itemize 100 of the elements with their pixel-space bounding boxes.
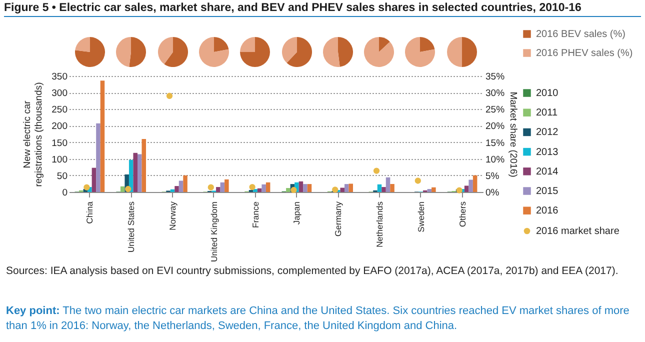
bar (92, 168, 96, 192)
legend-label: 2016 (536, 206, 559, 217)
legend-label: 2014 (536, 166, 559, 178)
pie-slice (214, 37, 229, 52)
bar (216, 187, 220, 192)
y-tick-label: 50 (56, 170, 68, 182)
bar (344, 184, 349, 192)
pie-slice (75, 37, 90, 52)
point (125, 186, 132, 192)
y2-tick-label: 30% (486, 88, 506, 100)
bar (174, 186, 179, 192)
bar (220, 182, 225, 192)
bar (224, 179, 229, 192)
bar (382, 187, 386, 192)
x-tick-label: Netherlands (374, 202, 384, 248)
pie-slice (364, 37, 394, 67)
bar (183, 175, 188, 192)
bar (472, 175, 478, 192)
y-tick-label: 200 (52, 121, 68, 132)
y-tick-label: 100 (52, 154, 68, 166)
pie-slice (338, 37, 353, 67)
bar (464, 186, 469, 192)
bar (340, 188, 344, 192)
pie-slice (240, 37, 256, 52)
bar (100, 80, 105, 192)
pie-slice (116, 37, 132, 67)
legend-label: 2010 (536, 88, 559, 99)
point (84, 184, 90, 190)
legend-label: 2015 (536, 186, 559, 197)
bar (137, 154, 142, 192)
bar (427, 189, 432, 192)
bar (298, 181, 304, 192)
pie-slice (462, 37, 477, 67)
bar (142, 138, 146, 192)
bar (96, 123, 100, 192)
x-tick-label: Others (457, 202, 468, 228)
text: Key point: The two main electric car markets are China and the United States. Six countries reached EV market shares of more than 1% in 2016: Norway, the Netherlands, Sweden, France, the United Kingdom and China. (6, 304, 630, 334)
legend-label: 2011 (536, 108, 558, 119)
x-tick-label: United Kingdom (208, 202, 219, 262)
point (332, 186, 338, 193)
y-tick-label: 0 (62, 188, 68, 198)
bar (120, 186, 125, 192)
y2-tick-label: 25% (486, 104, 506, 116)
pie-slice (405, 37, 436, 67)
bar (390, 184, 394, 192)
bar (307, 184, 312, 192)
point (249, 184, 256, 190)
legend-label: 2012 (536, 127, 559, 138)
point (208, 184, 214, 190)
y2-tick-label: 35% (486, 72, 506, 82)
bar (257, 188, 262, 192)
chart-title: Figure 5 • Electric car sales, market share, and BEV and PHEV sales shares in selected countries, 2010-16 (4, 2, 641, 17)
x-tick-label: France (250, 201, 260, 228)
bar (286, 188, 290, 192)
x-tick-label: Norway (168, 200, 178, 230)
x-tick-label: Sweden (416, 201, 426, 232)
y-axis-title: New electric car registrations (thousands) (22, 82, 45, 187)
x-tick-label: China (84, 201, 95, 224)
point (373, 168, 380, 174)
bar (468, 180, 473, 192)
legend-label: 2016 BEV sales (%) (536, 29, 626, 40)
legend-label: 2016 market share (536, 226, 620, 237)
bar (432, 187, 436, 192)
y2-tick-label: 15% (486, 138, 506, 149)
source-note: Sources: IEA analysis based on EVI country submissions, complemented by EAFO (2017a), ACEA (2017a, 2017b) and EEA (2017). (6, 264, 620, 278)
bar (266, 182, 270, 192)
point (290, 186, 297, 194)
y-tick-label: 350 (52, 72, 68, 82)
pie-slice (240, 37, 270, 67)
pie-slice (164, 37, 188, 67)
bar (303, 184, 308, 192)
point (414, 178, 421, 184)
bar (178, 180, 184, 192)
pie-slice (286, 37, 312, 67)
bar (377, 184, 382, 192)
y-tick-label: 150 (52, 138, 68, 149)
bar (386, 177, 390, 192)
x-tick-label: Germany (333, 200, 344, 236)
legend-label: 2016 PHEV sales (%) (536, 48, 632, 59)
pie-slice (420, 37, 436, 52)
pie-slice (322, 37, 340, 67)
pie-slice (129, 37, 146, 67)
y-tick-label: 300 (52, 88, 68, 100)
pie-slice (198, 37, 229, 67)
y2-tick-label: 5% (486, 170, 500, 182)
y2-tick-label: 0% (486, 188, 500, 198)
pie-slice (75, 37, 105, 67)
y2-axis-title: Market share (2016) (508, 92, 519, 178)
legend-label: 2013 (536, 146, 559, 158)
x-tick-label: Japan (292, 201, 302, 225)
y2-tick-label: 20% (486, 121, 506, 132)
pie-slice (446, 37, 462, 67)
bar (348, 184, 354, 192)
pie-slice (379, 37, 390, 52)
point (166, 92, 173, 99)
y-tick-label: 250 (52, 104, 68, 116)
bar (133, 152, 138, 192)
pie-slice (282, 37, 296, 63)
pie-slice (158, 37, 173, 64)
bar (253, 189, 258, 192)
